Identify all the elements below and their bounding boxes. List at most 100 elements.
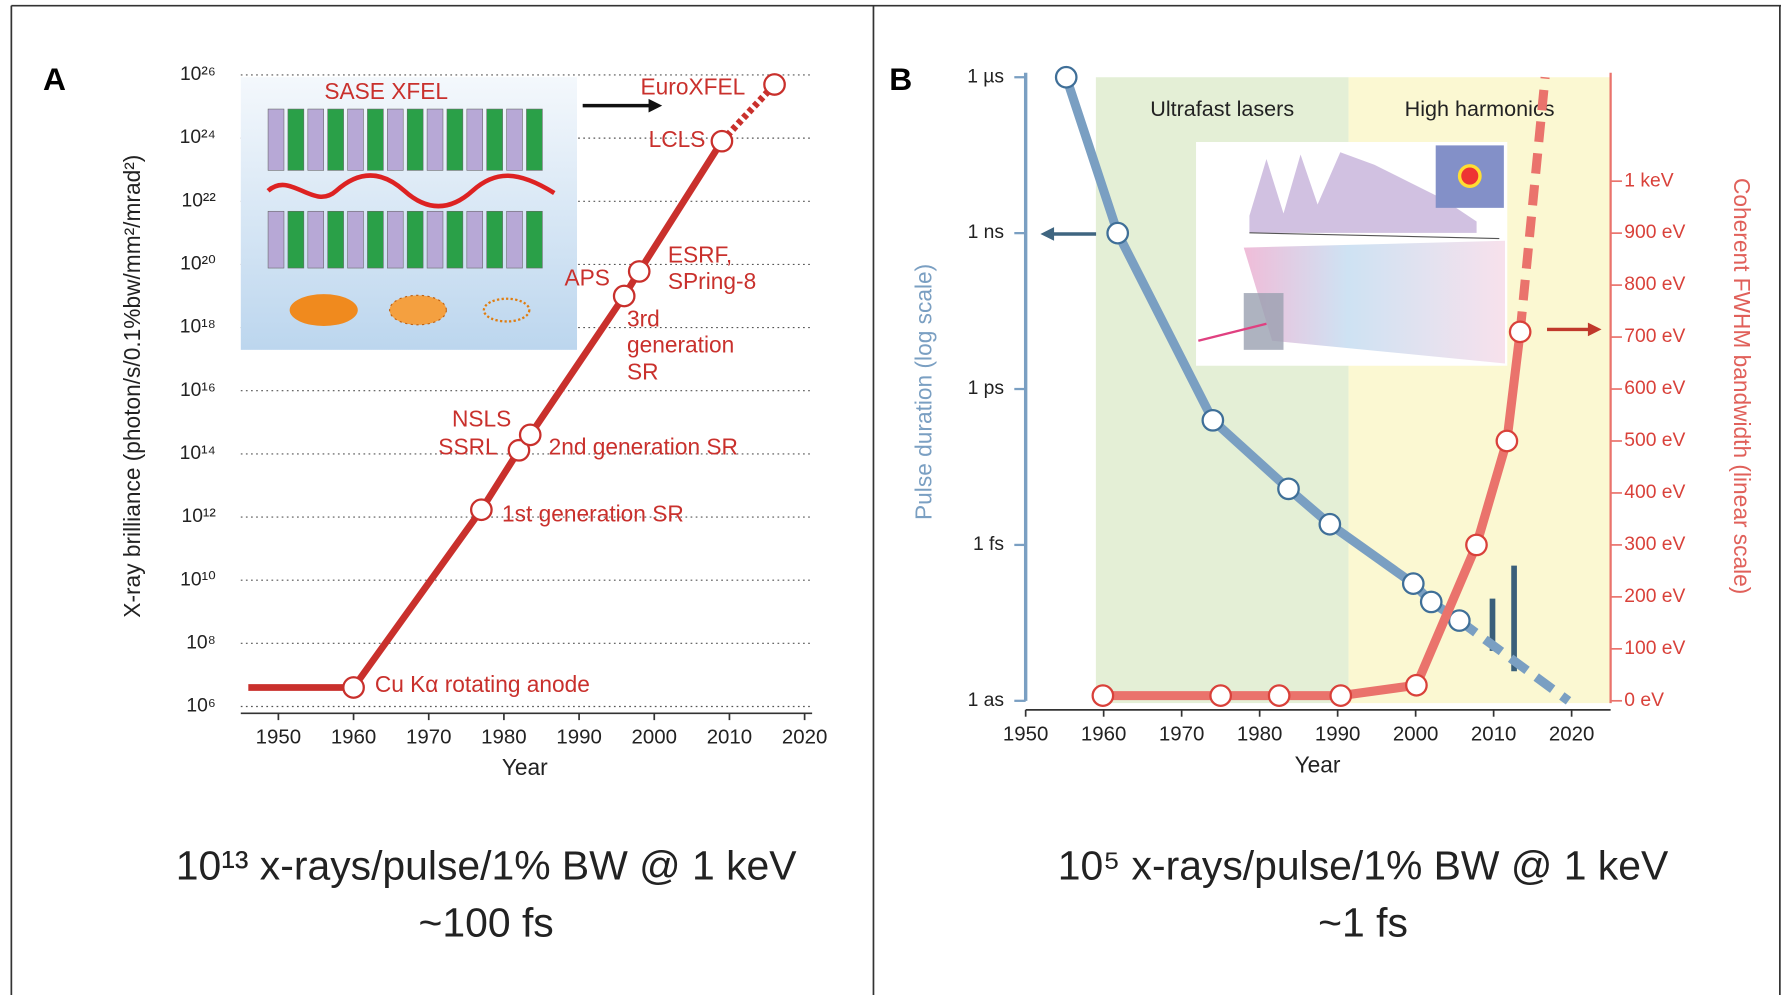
x-tick-label: 1950 <box>1003 722 1048 745</box>
y-tick-label: 10⁸ <box>186 632 216 653</box>
data-point <box>507 438 531 462</box>
magnet <box>347 108 364 171</box>
y-tick-label: 10²⁴ <box>180 127 216 148</box>
arrow-head <box>1040 227 1055 241</box>
magnet <box>506 108 523 171</box>
series-line-dashed <box>1515 76 1550 333</box>
annotation: ESRF, <box>668 242 732 268</box>
arrow-head <box>648 98 663 113</box>
data-point <box>627 260 651 283</box>
annotation: Cu Kα rotating anode <box>375 671 590 697</box>
arrow-head <box>1587 322 1602 337</box>
magnet <box>466 210 484 269</box>
magnet <box>426 210 444 269</box>
y-tick-label: 10¹⁶ <box>180 380 216 401</box>
magnet <box>406 210 424 269</box>
magnet <box>327 210 344 269</box>
magnet <box>307 210 324 269</box>
data-point <box>1419 590 1443 614</box>
y-tick-label: 1 ps <box>968 378 1004 399</box>
y2-tick-label: 700 eV <box>1624 326 1685 347</box>
spectrum-axis <box>1249 232 1500 240</box>
inset-b <box>1196 141 1508 366</box>
data-point <box>1447 609 1471 632</box>
annotation: SSRL <box>438 434 497 460</box>
target <box>1243 293 1284 350</box>
x-tick-label: 2020 <box>782 726 827 749</box>
data-point <box>710 129 734 153</box>
data-point <box>1209 684 1233 707</box>
magnet <box>426 108 444 171</box>
beam-fan <box>1243 240 1505 364</box>
magnet <box>526 210 543 269</box>
x-tick-label: 1990 <box>556 726 601 749</box>
y-tick-label: 10⁶ <box>186 696 215 717</box>
beam-spot-core <box>1457 164 1482 188</box>
magnet <box>267 210 285 269</box>
annotation: SPring-8 <box>668 268 756 294</box>
y-tick-label: 10¹⁴ <box>180 443 216 464</box>
magnet <box>486 108 503 171</box>
x-tick-label: 1980 <box>1237 722 1282 745</box>
x-tick-label: 1960 <box>331 726 376 749</box>
y-tick-label: 10¹² <box>181 506 216 527</box>
data-point <box>518 423 542 447</box>
data-point <box>1401 572 1425 595</box>
annotation: EuroXFEL <box>640 74 745 100</box>
annotation: 1st generation SR <box>502 501 684 527</box>
magnet <box>446 210 464 269</box>
data-point <box>1091 684 1115 707</box>
magnet <box>406 108 424 171</box>
magnet <box>267 108 285 171</box>
inset-a <box>240 77 578 350</box>
y-tick-label: 10¹⁰ <box>180 569 216 590</box>
band-label: Ultrafast lasers <box>1150 96 1294 121</box>
x-tick-label: 2010 <box>707 726 752 749</box>
x-tick-label: 1980 <box>481 726 526 749</box>
y2-tick-label: 200 eV <box>1624 586 1685 607</box>
y-tick-label: 10²⁰ <box>180 254 216 275</box>
bunch <box>389 294 447 326</box>
y2-tick-label: 800 eV <box>1624 274 1685 295</box>
annotation: APS <box>565 264 610 290</box>
series-line-dashed <box>1456 616 1572 705</box>
magnet <box>466 108 484 171</box>
data-point <box>1465 533 1488 557</box>
laser <box>1198 322 1267 342</box>
y2-axis-label: Coherent FWHM bandwidth (linear scale) <box>1729 178 1755 594</box>
data-point <box>1318 512 1342 536</box>
y2-tick-label: 600 eV <box>1624 378 1685 399</box>
bunch <box>289 294 358 326</box>
magnet <box>307 108 324 171</box>
magnet <box>347 210 364 269</box>
data-point <box>612 284 636 308</box>
y-tick-label: 1 µs <box>967 66 1004 87</box>
magnet <box>486 210 503 269</box>
electron-path <box>266 173 556 209</box>
annotation: NSLS <box>452 405 511 431</box>
y2-tick-label: 900 eV <box>1624 222 1685 243</box>
y-axis-label: Pulse duration (log scale) <box>911 264 937 520</box>
x-axis-label: Year <box>502 754 548 780</box>
magnet <box>327 108 344 171</box>
magnet <box>526 108 543 171</box>
panel-label: A <box>43 61 66 97</box>
caption: 10¹³ x-rays/pulse/1% BW @ 1 keV <box>176 843 797 889</box>
x-tick-label: 2000 <box>632 726 677 749</box>
x-tick-label: 1960 <box>1081 722 1126 745</box>
insets <box>240 77 1602 672</box>
data-point <box>1106 221 1130 245</box>
data-point <box>1277 477 1300 501</box>
y2-tick-label: 500 eV <box>1624 430 1685 451</box>
y2-tick-label: 300 eV <box>1624 534 1685 555</box>
magnet <box>367 210 384 269</box>
data-point <box>1267 684 1291 707</box>
magnet <box>287 108 305 171</box>
magnets <box>267 108 543 269</box>
caption: ~1 fs <box>1318 900 1408 946</box>
data-point <box>1201 408 1225 432</box>
magnet <box>387 210 404 269</box>
spectrum <box>1249 152 1477 233</box>
